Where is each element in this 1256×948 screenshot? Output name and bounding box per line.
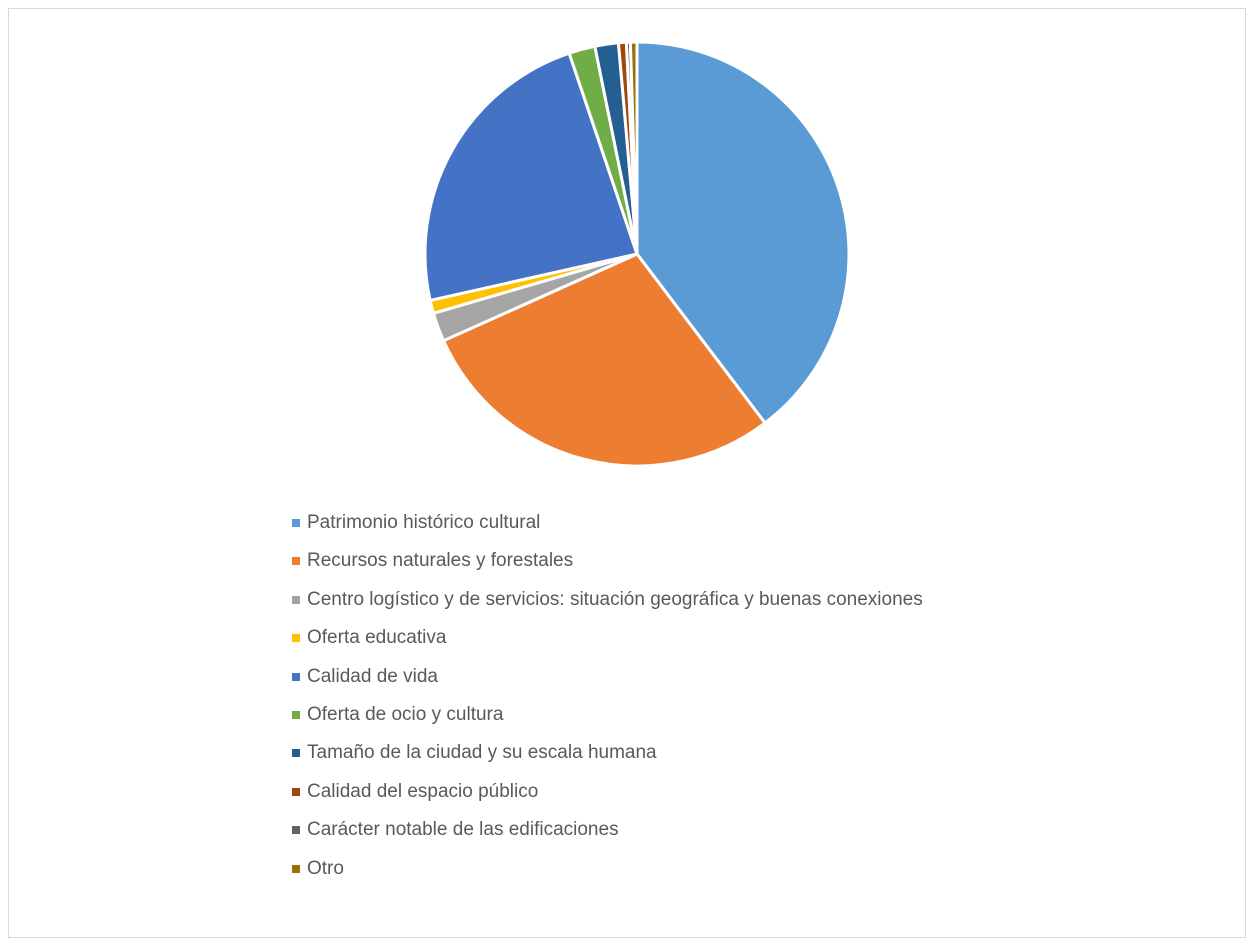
legend-item: Tamaño de la ciudad y su escala humana	[292, 738, 923, 768]
legend-label: Centro logístico y de servicios: situaci…	[307, 588, 923, 610]
legend-label: Patrimonio histórico cultural	[307, 512, 541, 533]
legend-swatch	[292, 826, 300, 835]
legend-swatch	[292, 634, 300, 643]
legend-swatch	[292, 557, 300, 566]
legend-item: Calidad de vida	[292, 662, 923, 692]
legend-item: Oferta de ocio y cultura	[292, 700, 923, 730]
legend-swatch	[292, 710, 300, 719]
legend-label: Calidad del espacio público	[307, 780, 539, 802]
pie-chart	[423, 40, 851, 468]
legend-label: Otro	[307, 857, 344, 879]
legend-swatch	[292, 749, 300, 758]
legend-swatch	[292, 672, 300, 681]
legend-item: Centro logístico y de servicios: situaci…	[292, 585, 923, 615]
legend-item: Recursos naturales y forestales	[292, 546, 923, 576]
legend-swatch	[292, 787, 300, 796]
legend-item: Otro	[292, 854, 923, 884]
legend: Patrimonio histórico cultural Recursos na…	[292, 508, 923, 892]
legend-label: Carácter notable de las edificaciones	[307, 819, 619, 841]
pie-slice-0	[635, 40, 851, 425]
legend-swatch	[292, 519, 300, 527]
legend-item: Carácter notable de las edificaciones	[292, 815, 923, 845]
pie-slice-9	[628, 40, 639, 256]
legend-label: Oferta educativa	[307, 627, 447, 649]
legend-swatch	[292, 864, 300, 873]
legend-item: Oferta educativa	[292, 623, 923, 653]
legend-swatch	[292, 595, 300, 604]
legend-label: Oferta de ocio y cultura	[307, 703, 504, 725]
legend-label: Recursos naturales y forestales	[307, 550, 574, 572]
legend-label: Tamaño de la ciudad y su escala humana	[307, 742, 657, 764]
pie-slice-1	[442, 252, 767, 468]
legend-item: Calidad del espacio público	[292, 777, 923, 807]
legend-label: Calidad de vida	[307, 665, 438, 687]
legend-item: Patrimonio histórico cultural	[292, 508, 923, 538]
pie-slice-4	[423, 51, 639, 302]
chart-area: Patrimonio histórico cultural Recursos na…	[8, 8, 1246, 938]
